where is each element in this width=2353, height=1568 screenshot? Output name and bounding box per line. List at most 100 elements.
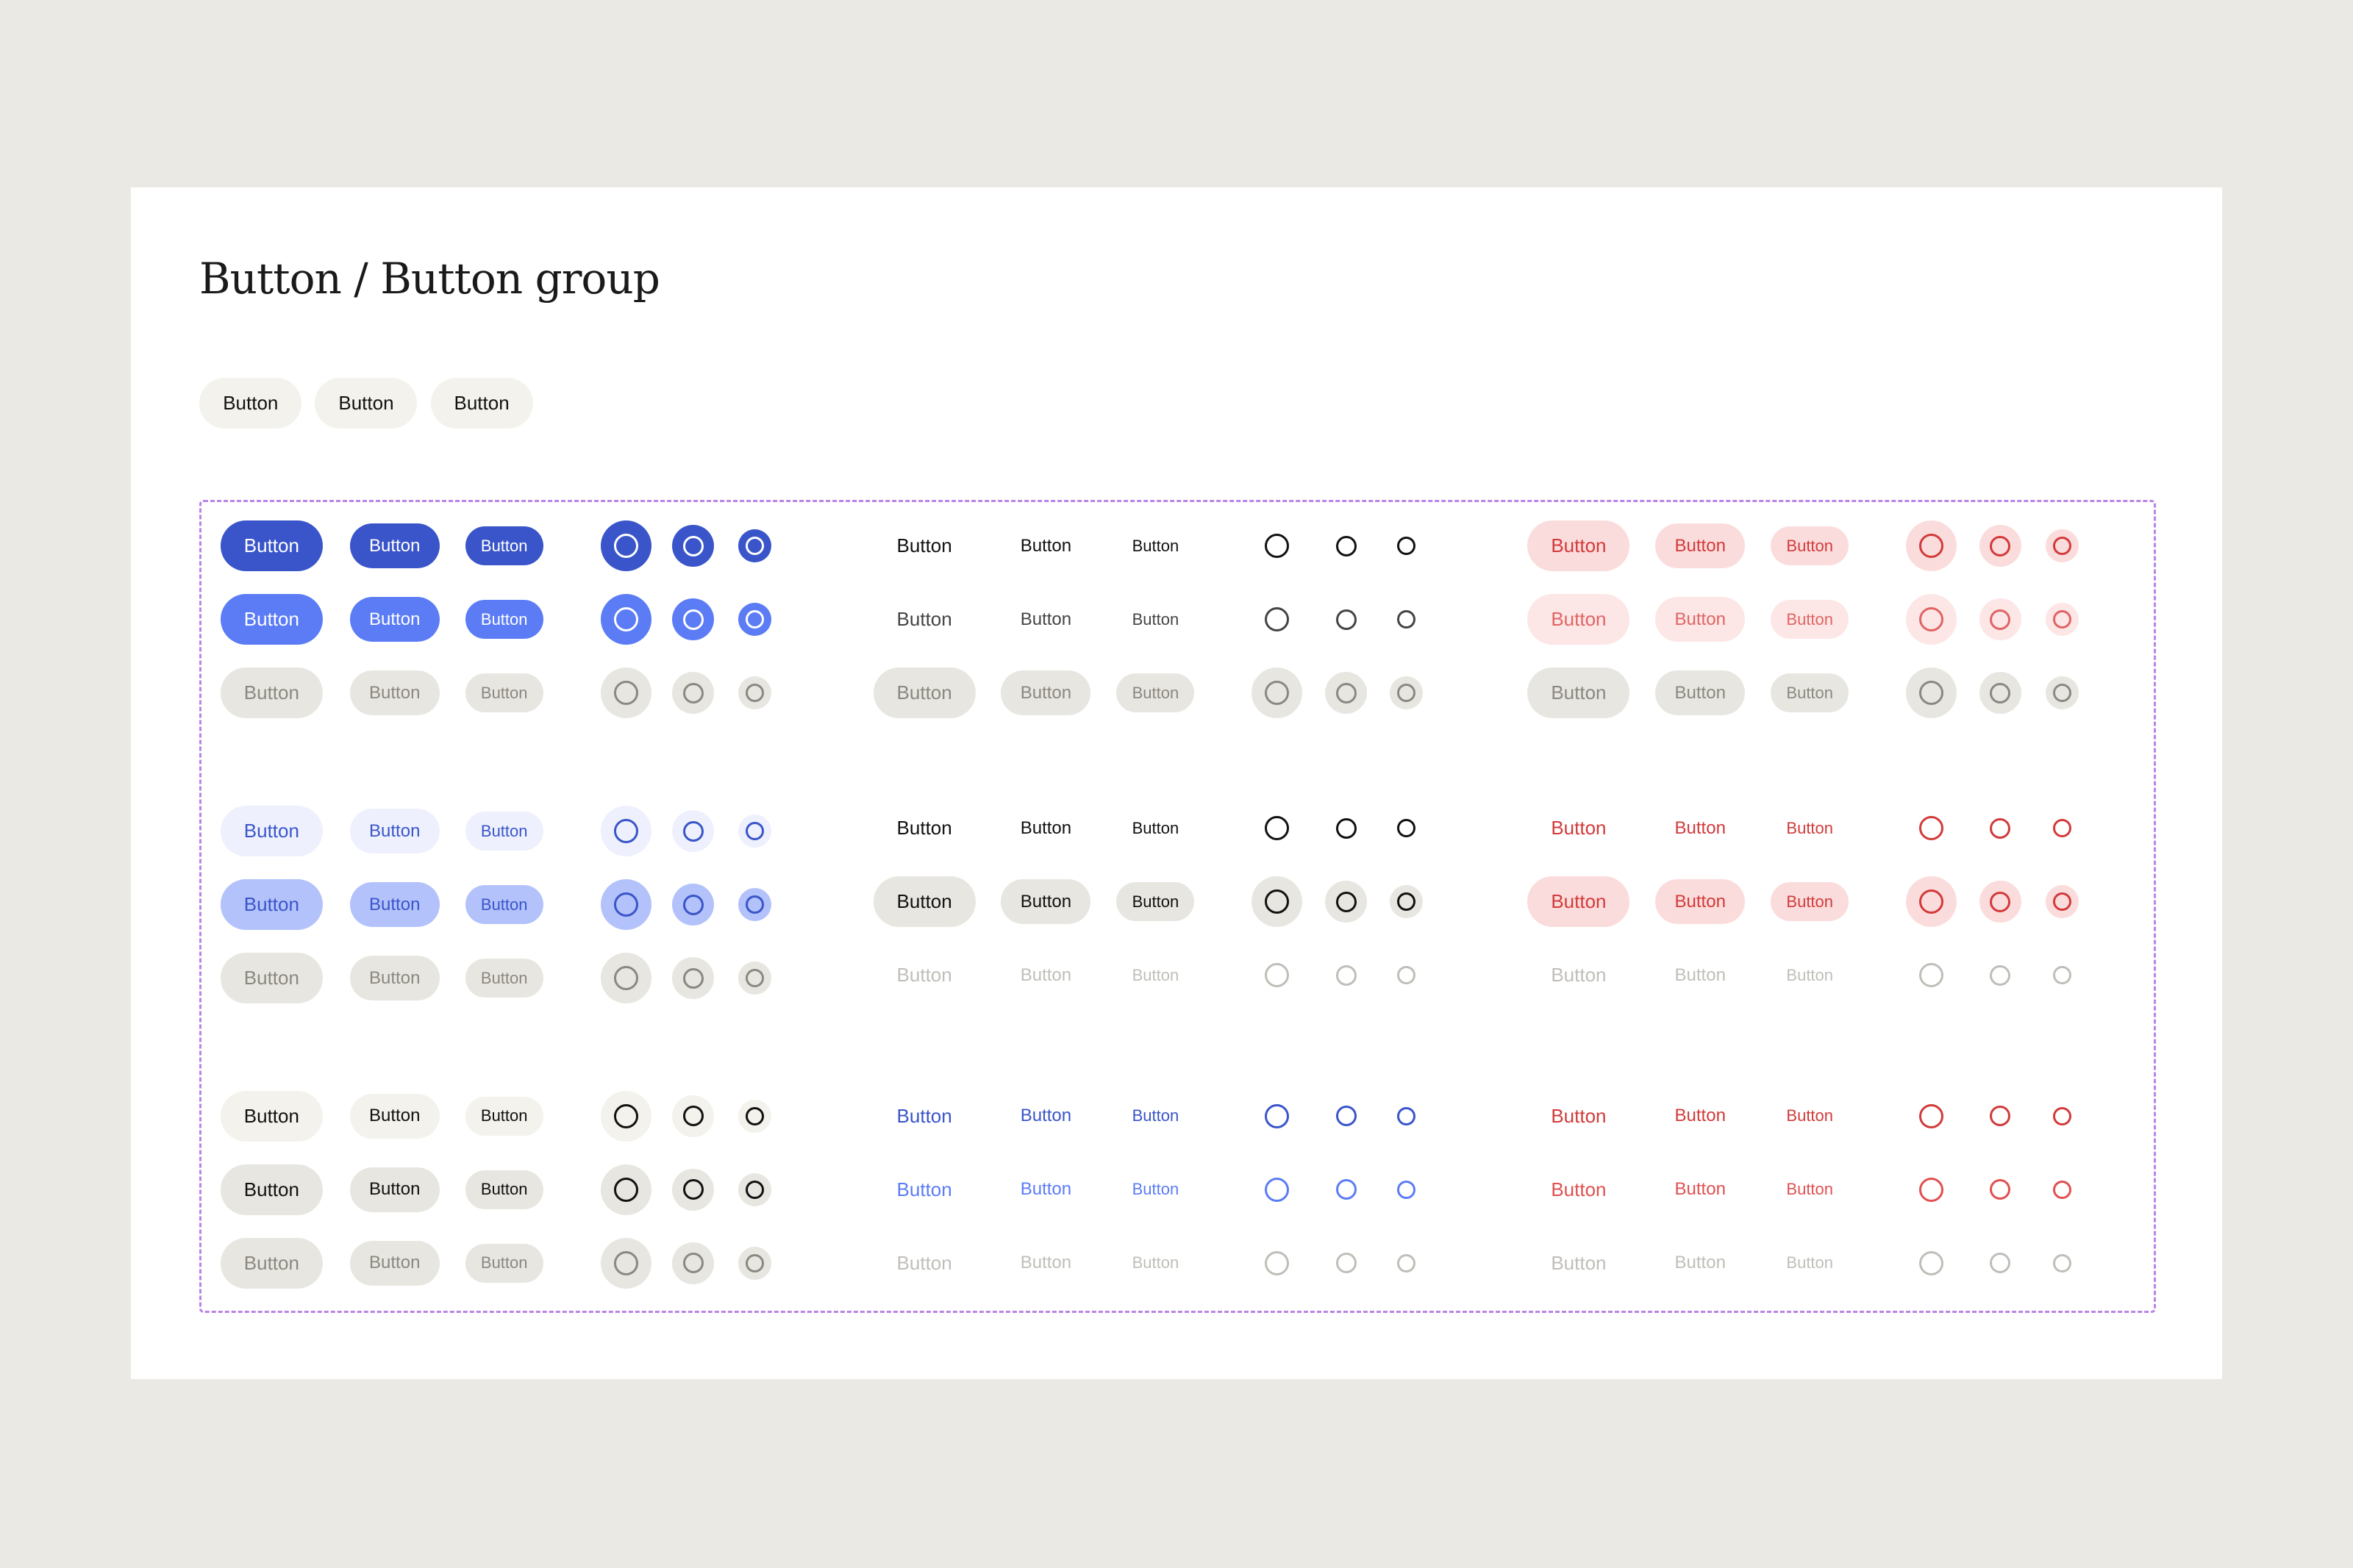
button[interactable]: Button — [896, 817, 952, 840]
icon-button[interactable] — [600, 594, 651, 645]
button[interactable]: Button — [465, 1096, 543, 1136]
button[interactable]: Button — [1674, 1179, 1726, 1200]
icon-button[interactable] — [1252, 1164, 1302, 1215]
icon-button[interactable] — [1906, 520, 1957, 572]
icon-button[interactable] — [2046, 1173, 2079, 1206]
button[interactable]: Button — [1132, 609, 1179, 629]
icon-button[interactable] — [738, 962, 772, 995]
button[interactable]: Button — [1771, 882, 1849, 922]
button[interactable]: Button — [220, 520, 323, 572]
button[interactable]: Button — [1771, 600, 1849, 640]
button[interactable]: Button — [1551, 1251, 1607, 1274]
button[interactable]: Button — [220, 1164, 323, 1215]
icon-button[interactable] — [1390, 1173, 1423, 1206]
icon-button[interactable] — [1906, 667, 1957, 719]
button[interactable]: Button — [349, 1167, 440, 1212]
button[interactable]: Button — [1001, 879, 1091, 925]
icon-button[interactable] — [738, 603, 772, 637]
button[interactable]: Button — [1786, 1106, 1834, 1125]
icon-button[interactable] — [738, 888, 772, 922]
button[interactable]: Button — [1655, 523, 1746, 569]
button[interactable]: Button — [1116, 673, 1195, 713]
button[interactable]: Button — [349, 1093, 440, 1139]
icon-button[interactable] — [600, 953, 651, 1004]
icon-button[interactable] — [672, 1095, 715, 1137]
button[interactable]: Button — [1020, 1179, 1072, 1200]
button[interactable]: Button — [1527, 594, 1630, 645]
button[interactable]: Button — [1674, 1253, 1726, 1273]
icon-button[interactable] — [672, 1242, 715, 1284]
icon-button[interactable] — [1252, 1238, 1302, 1289]
icon-button[interactable] — [1389, 885, 1423, 919]
icon-button[interactable] — [600, 520, 651, 572]
icon-button[interactable] — [738, 1173, 772, 1206]
icon-button[interactable] — [1906, 1091, 1957, 1142]
icon-button[interactable] — [1906, 803, 1957, 853]
button[interactable]: Button — [349, 956, 440, 1001]
icon-button[interactable] — [600, 1090, 651, 1142]
button[interactable]: Button — [349, 597, 440, 642]
button[interactable]: Button — [199, 378, 302, 429]
icon-button[interactable] — [1390, 603, 1423, 636]
button[interactable]: Button — [1786, 965, 1834, 984]
button[interactable]: Button — [873, 667, 976, 719]
button[interactable]: Button — [1655, 670, 1746, 716]
icon-button[interactable] — [1252, 520, 1302, 571]
icon-button[interactable] — [1979, 598, 2021, 641]
icon-button[interactable] — [600, 1164, 651, 1215]
button[interactable]: Button — [1551, 1178, 1607, 1200]
button[interactable]: Button — [220, 594, 323, 645]
button[interactable]: Button — [220, 1090, 323, 1142]
icon-button[interactable] — [1390, 529, 1423, 562]
icon-button[interactable] — [1252, 594, 1302, 645]
icon-button[interactable] — [1979, 1169, 2021, 1211]
icon-button[interactable] — [738, 1246, 772, 1280]
button[interactable]: Button — [1020, 535, 1072, 556]
button[interactable]: Button — [1527, 667, 1630, 719]
icon-button[interactable] — [1390, 812, 1423, 845]
icon-button[interactable] — [1906, 876, 1957, 928]
icon-button[interactable] — [672, 884, 715, 926]
icon-button[interactable] — [672, 525, 715, 568]
button[interactable]: Button — [465, 959, 543, 998]
icon-button[interactable] — [1979, 672, 2021, 715]
icon-button[interactable] — [1979, 1242, 2021, 1284]
icon-button[interactable] — [600, 1237, 651, 1289]
button[interactable]: Button — [1551, 964, 1607, 987]
icon-button[interactable] — [2045, 676, 2079, 710]
button[interactable]: Button — [349, 1240, 440, 1286]
icon-button[interactable] — [1979, 525, 2021, 568]
button[interactable]: Button — [1674, 1106, 1726, 1126]
button[interactable]: Button — [896, 1178, 952, 1200]
icon-button[interactable] — [1252, 667, 1303, 719]
button[interactable]: Button — [349, 882, 440, 928]
button[interactable]: Button — [1132, 536, 1179, 555]
icon-button[interactable] — [672, 598, 715, 641]
icon-button[interactable] — [2046, 959, 2079, 992]
icon-button[interactable] — [1325, 954, 1367, 996]
button[interactable]: Button — [1132, 965, 1179, 984]
button[interactable]: Button — [1020, 964, 1072, 985]
icon-button[interactable] — [738, 676, 772, 710]
button[interactable]: Button — [1655, 879, 1746, 925]
icon-button[interactable] — [1325, 1095, 1367, 1137]
icon-button[interactable] — [1389, 676, 1423, 710]
button[interactable]: Button — [315, 378, 418, 429]
button[interactable]: Button — [1551, 817, 1607, 840]
icon-button[interactable] — [1979, 954, 2021, 996]
icon-button[interactable] — [738, 529, 772, 563]
button[interactable]: Button — [349, 523, 440, 569]
button[interactable]: Button — [1674, 817, 1726, 838]
icon-button[interactable] — [1252, 1091, 1302, 1142]
icon-button[interactable] — [672, 672, 715, 715]
icon-button[interactable] — [738, 815, 772, 848]
button[interactable]: Button — [220, 806, 323, 857]
icon-button[interactable] — [1906, 1238, 1957, 1289]
button[interactable]: Button — [896, 534, 952, 557]
icon-button[interactable] — [672, 1168, 715, 1211]
button[interactable]: Button — [896, 964, 952, 987]
button[interactable]: Button — [465, 885, 543, 925]
icon-button[interactable] — [1979, 881, 2021, 923]
icon-button[interactable] — [672, 957, 715, 1000]
icon-button[interactable] — [2046, 1247, 2079, 1280]
